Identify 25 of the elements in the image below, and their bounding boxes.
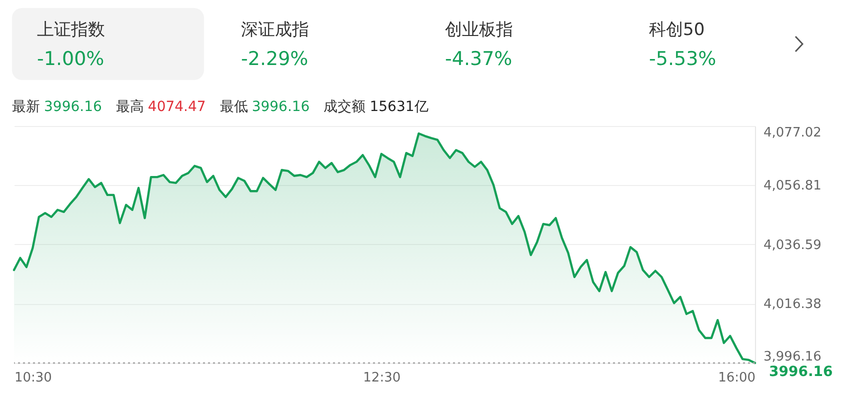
x-tick-label: 12:30	[363, 370, 401, 386]
text: 创业板指	[445, 19, 513, 41]
text: 深证成指	[241, 19, 309, 41]
x-tick-label: 16:00	[718, 370, 756, 386]
text: 最新	[12, 99, 40, 115]
text: 科创50	[649, 19, 705, 41]
text: 最高	[116, 99, 144, 115]
y-tick-label: 4,036.59	[764, 238, 822, 253]
text: 最低	[220, 99, 248, 115]
y-tick-label: 4,056.81	[764, 178, 822, 194]
text: 15631亿	[370, 99, 428, 115]
text: -2.29%	[241, 48, 308, 70]
text: 3996.16	[252, 99, 310, 115]
y-tick-label: 4,077.02	[764, 126, 822, 140]
text: -1.00%	[37, 48, 104, 70]
text: 上证指数	[37, 19, 105, 41]
text: 成交额	[324, 99, 366, 115]
text: 3996.16	[44, 99, 102, 115]
text: 4074.47	[148, 99, 206, 115]
x-tick-label: 10:30	[14, 370, 52, 386]
y-tick-label: 3,996.16	[764, 350, 822, 364]
text: -5.53%	[649, 48, 716, 70]
text: -4.37%	[445, 48, 512, 70]
y-tick-label: 4,016.38	[764, 297, 822, 312]
text: 3996.16	[769, 364, 833, 380]
